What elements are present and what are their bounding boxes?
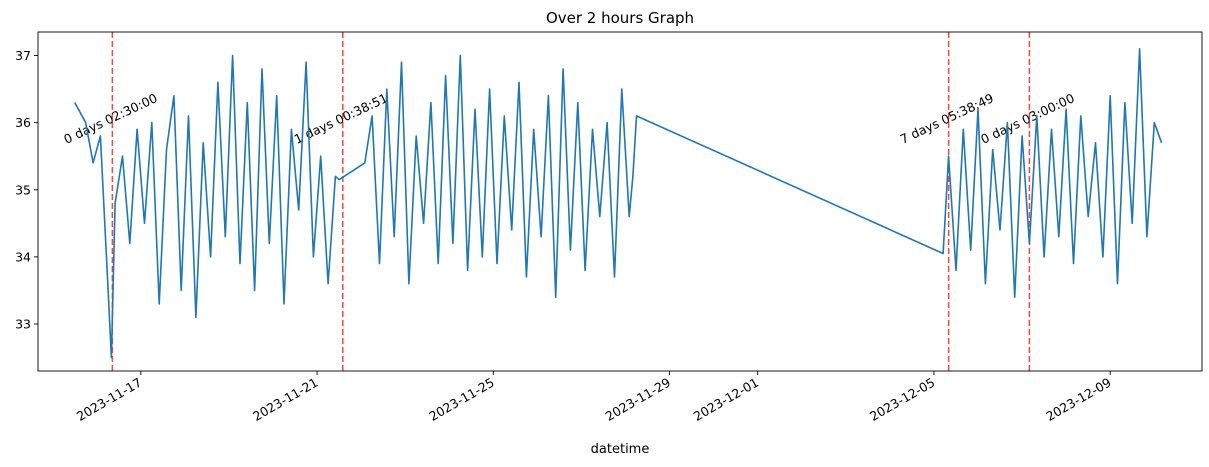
x-axis: 2023-11-17 2023-11-21 2023-11-25 2023-11-29… <box>74 371 1114 424</box>
y-tick-label: 35 <box>15 182 31 197</box>
x-tick-label: 2023-11-17 <box>74 375 144 424</box>
plot-frame <box>37 31 1203 372</box>
x-tick-label: 2023-12-09 <box>1043 375 1113 424</box>
series-line <box>73 48 1163 359</box>
annotation-label: 0 days 02:30:00 <box>61 90 159 147</box>
y-tick-label: 34 <box>15 249 31 264</box>
x-tick-label: 2023-12-05 <box>867 375 937 424</box>
chart-title: Over 2 hours Graph <box>546 9 694 27</box>
x-axis-label: datetime <box>591 442 650 457</box>
x-tick-label: 2023-11-21 <box>250 375 320 424</box>
y-axis: 33 34 35 36 37 <box>15 48 38 332</box>
x-tick-label: 2023-11-25 <box>426 375 496 424</box>
y-tick-label: 37 <box>15 48 31 63</box>
x-tick-label: 2023-11-29 <box>603 375 673 424</box>
series-layer <box>73 48 1163 359</box>
y-tick-label: 36 <box>15 115 31 130</box>
x-tick-label: 2023-12-01 <box>691 375 761 424</box>
y-tick-label: 33 <box>15 317 31 332</box>
annotation-label: 1 days 00:38:51 <box>292 90 390 147</box>
